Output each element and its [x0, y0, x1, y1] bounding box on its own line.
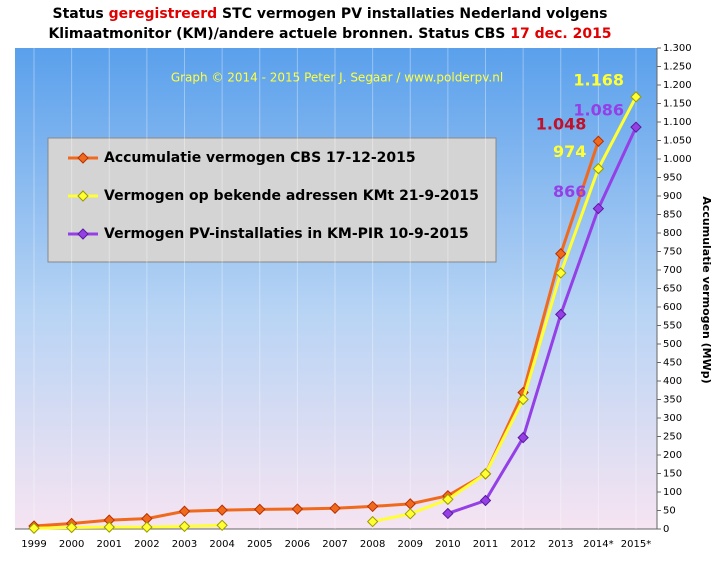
title-line-2: Klimaatmonitor (KM)/andere actuele bronn… [48, 26, 611, 42]
y-tick-label: 1.100 [663, 117, 692, 128]
point-marker [28, 522, 40, 534]
x-tick-label: 2010 [435, 539, 460, 550]
point-marker [555, 308, 567, 321]
point-marker [103, 521, 115, 533]
legend-label: Vermogen op bekende adressen KMt 21-9-20… [104, 188, 479, 204]
legend [47, 137, 497, 263]
x-tick-label: 2014* [583, 539, 613, 550]
title-part: Klimaatmonitor (KM)/andere actuele bronn… [48, 26, 510, 42]
y-tick-label: 100 [663, 487, 682, 498]
y-tick-label: 550 [663, 321, 682, 332]
point-marker [291, 503, 304, 515]
point-marker [216, 504, 228, 516]
x-tick-label: 2013 [548, 539, 573, 550]
value-label: 1.048 [536, 115, 587, 134]
title-part: geregistreerd [109, 6, 218, 22]
legend-marker [77, 152, 89, 164]
y-tick-label: 650 [663, 284, 682, 295]
x-tick-label: 2015* [621, 539, 651, 550]
point-marker [442, 507, 454, 520]
point-marker [216, 519, 228, 532]
point-marker [404, 508, 416, 520]
series-line [33, 140, 600, 528]
y-tick-label: 750 [663, 247, 682, 258]
point-marker [442, 493, 454, 506]
y-tick-label: 0 [663, 524, 669, 535]
series-line [447, 126, 638, 515]
point-marker [254, 503, 266, 516]
y-tick-label: 900 [663, 191, 682, 202]
y-axis-label: Accumulatie vermogen (MWp) [700, 196, 713, 383]
y-tick-label: 1.250 [663, 62, 692, 73]
x-tick-label: 2002 [134, 539, 159, 550]
x-tick-label: 2008 [360, 539, 385, 550]
point-marker [630, 91, 642, 103]
y-tick-label: 1.000 [663, 154, 692, 165]
y-tick-label: 200 [663, 450, 682, 461]
point-marker [592, 202, 605, 215]
point-marker [366, 515, 379, 528]
x-tick-label: 2006 [285, 539, 310, 550]
x-tick-label: 2009 [398, 539, 423, 550]
y-tick-label: 50 [663, 506, 676, 517]
x-tick-label: 2004 [209, 539, 234, 550]
point-marker [555, 248, 567, 260]
point-marker [65, 521, 78, 534]
point-marker [517, 431, 529, 444]
y-tick-label: 1.050 [663, 136, 692, 147]
y-tick-label: 500 [663, 339, 682, 350]
value-label: 974 [553, 142, 586, 161]
y-tick-label: 350 [663, 395, 682, 406]
x-tick-label: 2003 [172, 539, 197, 550]
legend-label: Accumulatie vermogen CBS 17-12-2015 [104, 150, 416, 166]
y-tick-label: 950 [663, 173, 682, 184]
legend-marker [77, 190, 89, 202]
value-label: 866 [553, 182, 586, 201]
point-marker [178, 520, 191, 533]
point-marker [592, 162, 605, 175]
legend-label: Vermogen PV-installaties in KM-PIR 10-9-… [104, 226, 469, 242]
credit: Graph © 2014 - 2015 Peter J. Segaar / ww… [171, 71, 503, 85]
y-tick-label: 450 [663, 358, 682, 369]
title-line-1: Status geregistreerd STC vermogen PV ins… [53, 6, 608, 22]
x-tick-label: 2001 [97, 539, 122, 550]
y-tick-label: 1.150 [663, 99, 692, 110]
x-tick-label: 2011 [473, 539, 498, 550]
y-tick-label: 1.200 [663, 80, 692, 91]
point-marker [366, 500, 379, 513]
point-marker [517, 393, 529, 406]
point-marker [479, 468, 492, 480]
y-tick-label: 300 [663, 413, 682, 424]
x-tick-label: 2007 [322, 539, 347, 550]
x-tick-label: 1999 [21, 539, 46, 550]
x-tick-label: 2000 [59, 539, 84, 550]
point-marker [479, 494, 492, 507]
value-label: 1.168 [573, 70, 624, 89]
point-marker [630, 121, 642, 133]
value-label: 1.086 [573, 101, 624, 120]
y-tick-label: 400 [663, 376, 682, 387]
y-tick-label: 600 [663, 302, 682, 313]
y-tick-label: 1.300 [663, 43, 692, 54]
point-marker [592, 135, 605, 147]
point-marker [141, 521, 153, 533]
legend-marker [77, 228, 89, 240]
series-line [33, 96, 638, 530]
y-tick-label: 850 [663, 210, 682, 221]
x-tick-label: 2012 [510, 539, 535, 550]
title-part: STC vermogen PV installaties Nederland v… [217, 6, 607, 22]
x-tick-label: 2005 [247, 539, 272, 550]
y-tick-label: 250 [663, 432, 682, 443]
y-tick-label: 700 [663, 265, 682, 276]
point-marker [178, 505, 191, 517]
title-part: 17 dec. 2015 [510, 26, 611, 42]
point-marker [555, 267, 567, 279]
point-marker [329, 502, 341, 514]
y-tick-label: 800 [663, 228, 682, 239]
title-part: Status [53, 6, 109, 22]
y-tick-label: 150 [663, 469, 682, 480]
